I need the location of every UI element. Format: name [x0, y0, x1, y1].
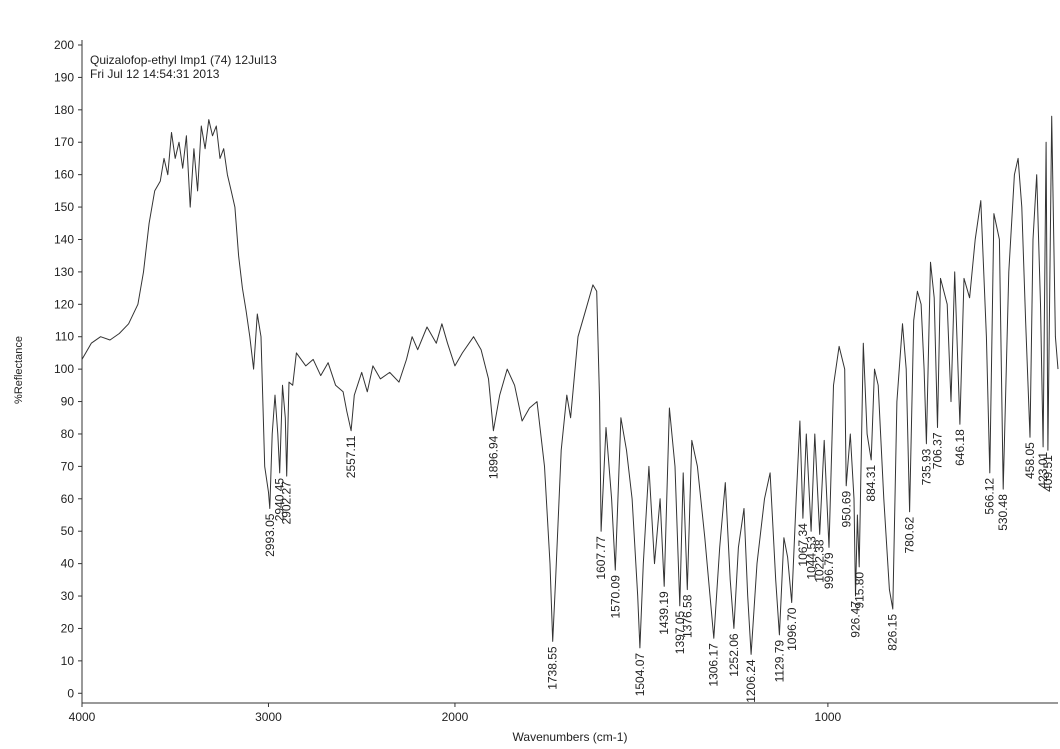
peak-label: 1376.58 [680, 594, 694, 638]
y-tick-label: 110 [55, 330, 74, 344]
y-tick-label: 90 [61, 395, 75, 409]
peak-label: 1022.38 [813, 539, 827, 583]
y-tick-label: 180 [54, 103, 74, 117]
peak-label: 458.05 [1023, 442, 1037, 479]
x-tick-label: 1000 [815, 710, 842, 724]
peak-label: 1570.09 [608, 575, 622, 619]
y-tick-label: 0 [67, 686, 74, 700]
peak-label: 566.12 [983, 478, 997, 515]
peak-label: 1607.77 [594, 536, 608, 580]
y-tick-label: 120 [54, 297, 74, 311]
y-tick-label: 80 [61, 427, 75, 441]
peak-label: 409.51 [1041, 455, 1055, 492]
y-tick-label: 50 [61, 524, 75, 538]
y-tick-label: 20 [61, 621, 75, 635]
peak-label: 1206.24 [744, 659, 758, 703]
peak-label: 950.69 [839, 490, 853, 527]
peak-label: 735.93 [919, 448, 933, 485]
x-tick-label: 2000 [442, 710, 469, 724]
peak-label: 1306.17 [707, 643, 721, 687]
y-tick-label: 60 [61, 492, 75, 506]
chart-title: Quizalofop-ethyl Imp1 (74) 12Jul13 [90, 53, 277, 67]
y-tick-label: 30 [61, 589, 75, 603]
peak-label: 1439.19 [657, 591, 671, 635]
peak-label: 2557.11 [344, 435, 358, 478]
peak-label: 706.37 [930, 432, 944, 469]
y-tick-label: 40 [61, 557, 75, 571]
peak-label: 915.80 [852, 572, 866, 609]
peak-label: 826.15 [886, 614, 900, 651]
y-tick-label: 10 [61, 654, 75, 668]
peak-label: 2902.27 [280, 481, 294, 525]
peak-label: 1044.53 [804, 536, 818, 580]
y-tick-label: 140 [54, 232, 74, 246]
x-axis-label: Wavenumbers (cm-1) [513, 730, 628, 744]
peak-label: 423.01 [1036, 452, 1050, 489]
y-tick-label: 130 [54, 265, 74, 279]
y-tick-label: 100 [54, 362, 74, 376]
y-tick-label: 170 [54, 135, 74, 149]
y-tick-label: 150 [54, 200, 74, 214]
peak-label: 646.18 [953, 429, 967, 466]
peak-label: 1096.70 [785, 607, 799, 651]
chart-subtitle: Fri Jul 12 14:54:31 2013 [90, 67, 220, 81]
peak-label: 996.79 [822, 552, 836, 589]
peak-label: 1129.79 [773, 640, 787, 683]
y-tick-label: 200 [54, 38, 74, 52]
peak-label: 2940.45 [273, 478, 287, 522]
peak-label: 1738.55 [546, 646, 560, 690]
peak-label: 530.48 [996, 494, 1010, 531]
y-tick-label: 70 [61, 459, 75, 473]
peak-label: 1504.07 [633, 653, 647, 697]
peak-label: 884.31 [864, 465, 878, 502]
y-axis-label: %Reflectance [13, 336, 25, 404]
peak-label: 1397.05 [673, 610, 687, 654]
peak-label: 1252.06 [727, 633, 741, 677]
spectrum-line [81, 115, 1059, 655]
x-tick-label: 4000 [69, 710, 96, 724]
peak-label: 1067.34 [796, 523, 810, 567]
peak-label: 2993.05 [263, 513, 277, 557]
y-tick-label: 160 [54, 168, 74, 182]
peak-label: 926.47 [848, 601, 862, 638]
x-tick-label: 3000 [255, 710, 282, 724]
peak-label: 780.62 [903, 516, 917, 553]
y-tick-label: 190 [54, 70, 74, 84]
peak-label: 1896.94 [486, 435, 500, 479]
